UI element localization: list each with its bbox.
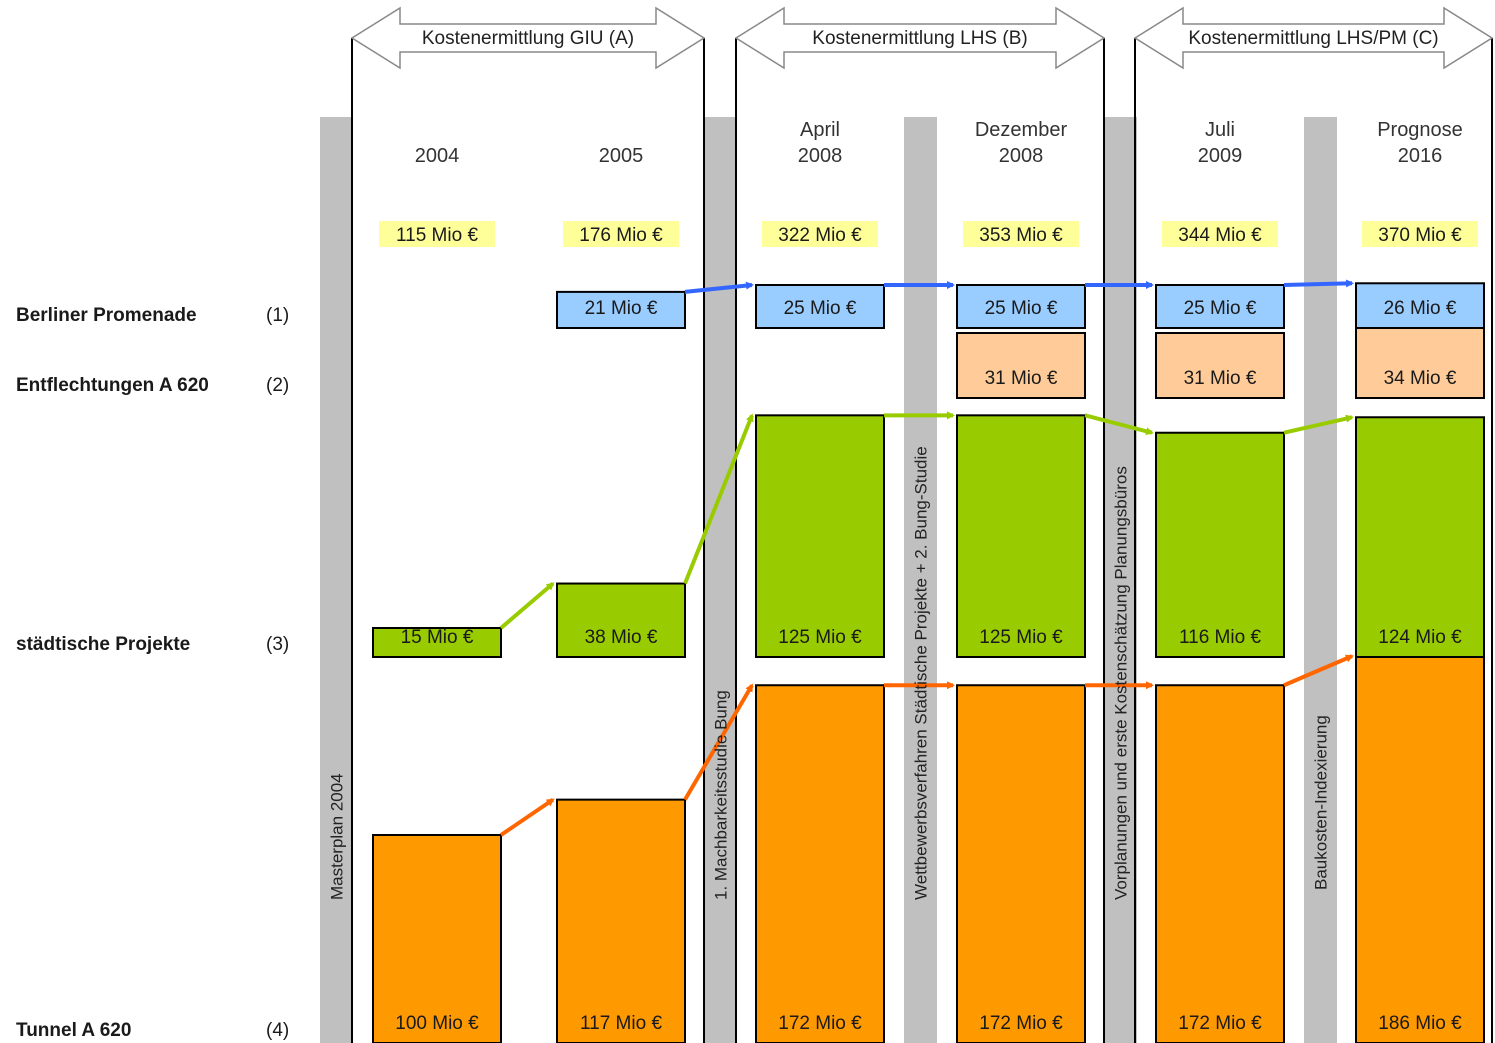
bar-value-label: 124 Mio € (1378, 627, 1462, 648)
bar-promenade (956, 284, 1086, 329)
column-header: 2009 (1198, 145, 1243, 167)
row-number: (2) (266, 375, 289, 396)
bar-value-label: 31 Mio € (985, 368, 1058, 389)
trend-arrow (683, 413, 754, 585)
separator-label: 1. Machbarkeitsstudie Bung (712, 690, 731, 900)
bar-value-label: 125 Mio € (979, 627, 1063, 648)
phase-arrow (1133, 6, 1494, 70)
separator-label: Masterplan 2004 (328, 773, 347, 900)
total-badge (1162, 221, 1278, 247)
bar-entflechtung (956, 332, 1086, 399)
trend-arrow (1283, 414, 1354, 435)
total-value: 370 Mio € (1378, 225, 1462, 246)
bar-value-label: 172 Mio € (979, 1013, 1063, 1034)
total-badge (1362, 221, 1478, 247)
bar-value-label: 26 Mio € (1384, 298, 1457, 319)
bar-value-label: 25 Mio € (985, 298, 1058, 319)
bar-value-label: 117 Mio € (580, 1013, 662, 1034)
bar-promenade (1355, 282, 1485, 329)
column-header: Prognose (1377, 119, 1463, 141)
row-number: (3) (266, 634, 289, 655)
bar-tunnel (372, 834, 502, 1043)
total-badge (762, 221, 878, 247)
column-header: April (800, 119, 840, 141)
bar-value-label: 38 Mio € (585, 627, 658, 648)
separator-column (320, 117, 353, 1043)
separator-column (1304, 117, 1337, 1043)
bar-value-label: 25 Mio € (1184, 298, 1257, 319)
total-badge (563, 221, 679, 247)
phase-label: Kostenermittlung LHS/PM (C) (1188, 28, 1438, 49)
bar-value-label: 34 Mio € (1384, 368, 1457, 389)
bar-tunnel (556, 798, 686, 1043)
trend-arrow (683, 683, 754, 801)
separator-label: Vorplanungen und erste Kostenschätzung P… (1112, 466, 1131, 900)
trend-arrow (1283, 654, 1354, 688)
column-header: 2004 (415, 145, 460, 167)
bar-value-label: 21 Mio € (585, 298, 658, 319)
bar-promenade (755, 284, 885, 329)
row-label: Tunnel A 620 (16, 1020, 131, 1041)
bar-tunnel (1155, 684, 1285, 1043)
bar-staedtisch (372, 627, 502, 658)
separator-column (904, 117, 937, 1043)
bar-promenade (1155, 284, 1285, 329)
bar-tunnel (956, 684, 1086, 1043)
row-number: (4) (266, 1020, 289, 1041)
bar-value-label: 172 Mio € (778, 1013, 862, 1034)
bar-value-label: 100 Mio € (395, 1013, 479, 1034)
phase-arrow (734, 6, 1106, 70)
separator-column (1104, 117, 1137, 1043)
phase-arrow (350, 6, 706, 70)
phase-label: Kostenermittlung LHS (B) (812, 28, 1027, 49)
row-label: städtische Projekte (16, 634, 190, 655)
bar-staedtisch (1155, 431, 1285, 658)
bar-entflechtung (1355, 325, 1485, 400)
total-value: 176 Mio € (579, 225, 663, 246)
column-header: 2016 (1398, 145, 1443, 167)
bar-value-label: 172 Mio € (1178, 1013, 1262, 1034)
bar-value-label: 186 Mio € (1378, 1013, 1462, 1034)
column-header: Dezember (975, 119, 1068, 141)
bar-tunnel (1355, 655, 1485, 1043)
trend-arrow (1283, 279, 1354, 288)
bar-value-label: 15 Mio € (401, 627, 474, 648)
bar-value-label: 116 Mio € (1179, 627, 1261, 648)
column-header: 2008 (999, 145, 1044, 167)
trend-arrow (1084, 413, 1154, 436)
separator-column (704, 117, 737, 1043)
row-number: (1) (266, 305, 289, 326)
total-value: 115 Mio € (396, 225, 478, 246)
bar-entflechtung (1155, 332, 1285, 399)
total-value: 344 Mio € (1178, 225, 1262, 246)
trend-arrow (499, 582, 555, 630)
row-label: Berliner Promenade (16, 305, 197, 326)
bar-staedtisch (956, 414, 1086, 659)
bar-tunnel (755, 684, 885, 1043)
trend-arrow (499, 797, 555, 837)
bar-value-label: 25 Mio € (784, 298, 857, 319)
total-badge (963, 221, 1079, 247)
total-badge (379, 221, 495, 247)
column-header: 2005 (599, 145, 644, 167)
phase-label: Kostenermittlung GIU (A) (422, 28, 634, 49)
separator-label: Baukosten-Indexierung (1312, 715, 1331, 890)
bar-staedtisch (1355, 416, 1485, 658)
column-header: Juli (1205, 119, 1235, 141)
separator-label: Wettbewerbsverfahren Städtische Projekte… (912, 446, 931, 900)
total-value: 322 Mio € (778, 225, 862, 246)
column-header: 2008 (798, 145, 843, 167)
bar-staedtisch (556, 582, 686, 658)
row-label: Entflechtungen A 620 (16, 375, 209, 396)
bar-staedtisch (755, 414, 885, 659)
total-value: 353 Mio € (979, 225, 1063, 246)
bar-promenade (556, 290, 686, 330)
trend-arrow (684, 281, 754, 294)
bar-value-label: 31 Mio € (1184, 368, 1257, 389)
bar-value-label: 125 Mio € (778, 627, 862, 648)
